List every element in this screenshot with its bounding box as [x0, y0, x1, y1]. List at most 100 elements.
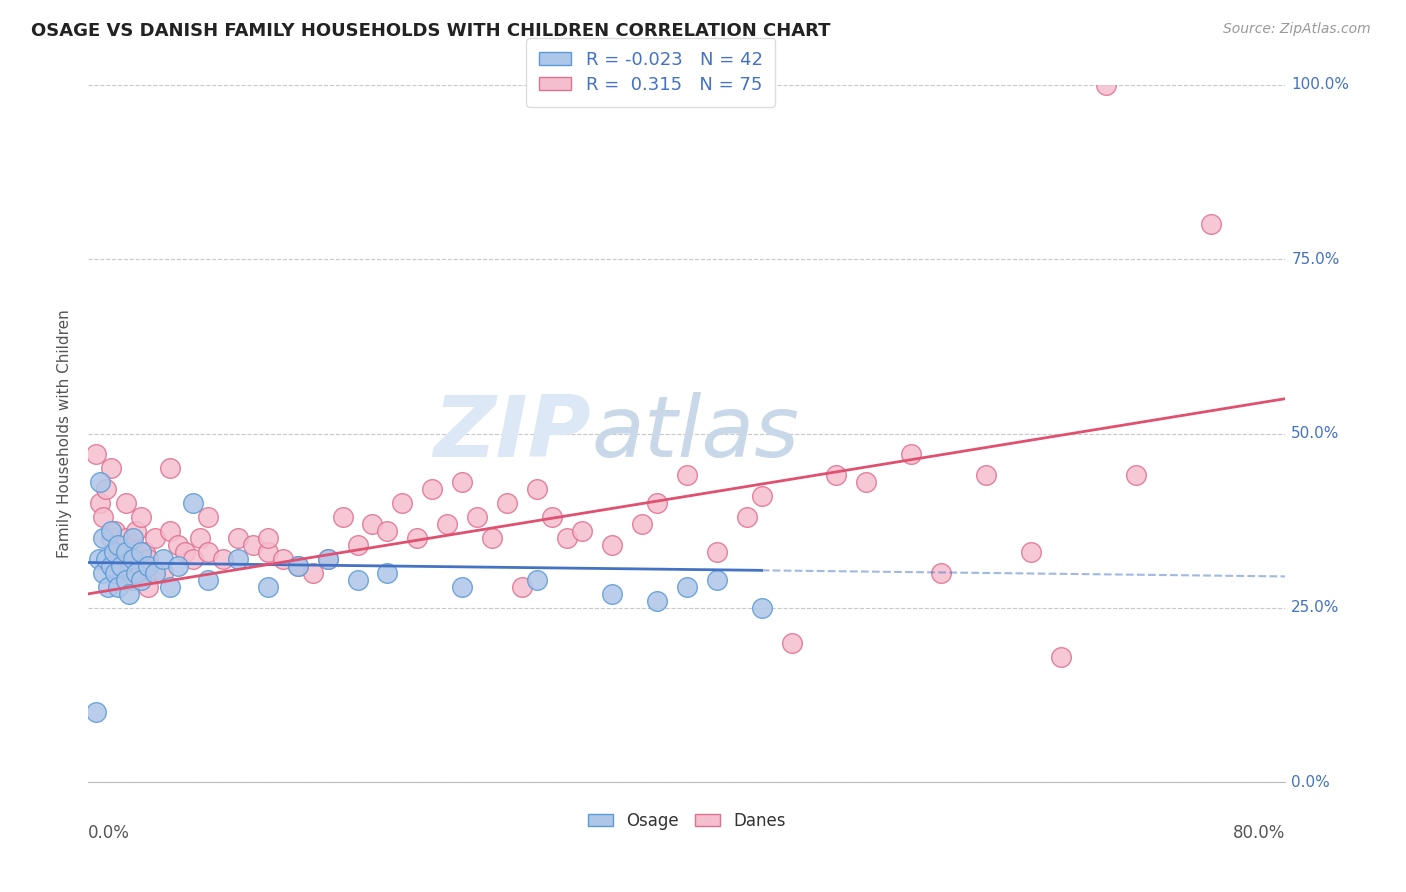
Point [114, 545, 136, 559]
Point [114, 496, 136, 510]
Point [1050, 649, 1073, 664]
Point [361, 517, 384, 532]
Point [751, 600, 773, 615]
Text: 0.0%: 0.0% [1291, 774, 1330, 789]
Text: 0.0%: 0.0% [89, 824, 129, 842]
Point [100, 461, 122, 475]
Point [197, 573, 219, 587]
Point [1094, 78, 1116, 92]
Point [152, 552, 174, 566]
Point [735, 510, 758, 524]
Point [91, 510, 114, 524]
Point [190, 531, 212, 545]
Point [346, 538, 368, 552]
Y-axis label: Family Households with Children: Family Households with Children [58, 310, 72, 558]
Text: Source: ZipAtlas.com: Source: ZipAtlas.com [1223, 22, 1371, 37]
Text: 75.0%: 75.0% [1291, 252, 1340, 267]
Point [94, 552, 117, 566]
Text: 50.0%: 50.0% [1291, 426, 1340, 441]
Text: 100.0%: 100.0% [1291, 78, 1350, 93]
Point [436, 517, 458, 532]
Point [84, 706, 107, 720]
Point [129, 545, 152, 559]
Point [107, 538, 129, 552]
Point [145, 566, 167, 580]
Point [94, 483, 117, 497]
Point [114, 531, 136, 545]
Point [1199, 218, 1222, 232]
Point [541, 510, 564, 524]
Point [422, 483, 444, 497]
Point [122, 552, 145, 566]
Text: 80.0%: 80.0% [1233, 824, 1285, 842]
Point [117, 587, 139, 601]
Point [242, 538, 264, 552]
Point [974, 468, 997, 483]
Point [152, 566, 174, 580]
Point [97, 580, 120, 594]
Legend: Osage, Danes: Osage, Danes [581, 805, 793, 837]
Point [110, 552, 132, 566]
Point [136, 559, 159, 574]
Point [104, 524, 127, 538]
Point [226, 552, 249, 566]
Point [103, 545, 125, 559]
Point [174, 545, 197, 559]
Point [780, 635, 803, 649]
Point [122, 538, 145, 552]
Point [136, 580, 159, 594]
Point [100, 559, 122, 574]
Point [181, 496, 204, 510]
Point [510, 580, 533, 594]
Point [600, 587, 623, 601]
Text: atlas: atlas [591, 392, 799, 475]
Point [481, 531, 503, 545]
Point [118, 559, 141, 574]
Point [129, 566, 152, 580]
Point [104, 566, 127, 580]
Point [167, 538, 190, 552]
Point [134, 545, 156, 559]
Point [316, 552, 339, 566]
Point [167, 559, 190, 574]
Point [271, 552, 294, 566]
Point [631, 517, 654, 532]
Text: ZIP: ZIP [433, 392, 591, 475]
Point [706, 573, 728, 587]
Point [332, 510, 354, 524]
Point [159, 580, 181, 594]
Point [107, 580, 129, 594]
Point [645, 496, 668, 510]
Point [451, 580, 474, 594]
Point [197, 510, 219, 524]
Point [855, 475, 877, 490]
Point [159, 524, 181, 538]
Point [751, 489, 773, 503]
Point [496, 496, 519, 510]
Point [287, 559, 309, 574]
Point [136, 552, 159, 566]
Point [571, 524, 593, 538]
Point [122, 573, 145, 587]
Point [125, 524, 148, 538]
Point [125, 566, 148, 580]
Point [316, 552, 339, 566]
Point [377, 566, 399, 580]
Point [89, 475, 111, 490]
Point [129, 573, 152, 587]
Point [159, 461, 181, 475]
Point [87, 552, 110, 566]
Point [555, 531, 578, 545]
Point [465, 510, 488, 524]
Point [675, 580, 697, 594]
Point [706, 545, 728, 559]
Point [377, 524, 399, 538]
Point [287, 559, 309, 574]
Point [110, 559, 132, 574]
Point [526, 573, 548, 587]
Point [129, 510, 152, 524]
Point [84, 447, 107, 461]
Point [346, 573, 368, 587]
Point [1125, 468, 1147, 483]
Point [114, 573, 136, 587]
